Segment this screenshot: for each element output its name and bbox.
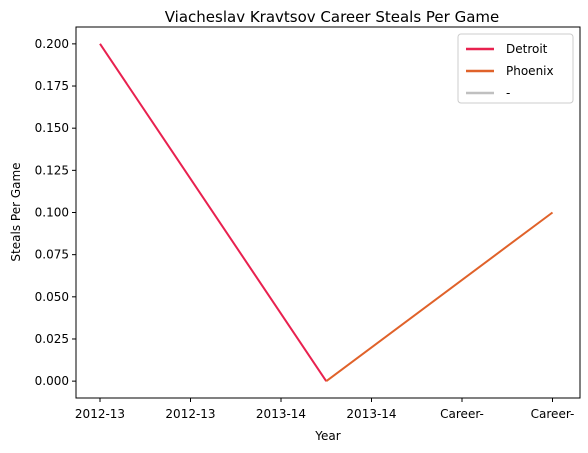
x-axis-label: Year bbox=[314, 429, 340, 443]
y-tick-label: 0.175 bbox=[35, 79, 69, 93]
x-tick-label: 2013-14 bbox=[256, 407, 306, 421]
y-axis: 0.000 0.025 0.050 0.075 0.100 0.125 0.150 0.175… bbox=[35, 37, 76, 388]
legend: Detroit Phoenix - bbox=[457, 33, 574, 104]
y-axis-label: Steals Per Game bbox=[9, 162, 23, 261]
y-tick-label: 0.025 bbox=[35, 332, 69, 346]
x-tick-label: 2013-14 bbox=[346, 407, 396, 421]
legend-label: Detroit bbox=[506, 42, 548, 56]
series-lines bbox=[99, 43, 554, 382]
x-tick-label: 2012-13 bbox=[165, 407, 215, 421]
y-tick-label: 0.100 bbox=[35, 206, 69, 220]
x-tick-label: Career- bbox=[531, 407, 575, 421]
y-tick-label: 0.050 bbox=[35, 290, 69, 304]
x-tick-label: Career- bbox=[440, 407, 484, 421]
series-line-detroit bbox=[99, 43, 328, 382]
plot-frame bbox=[75, 26, 581, 399]
x-tick-label: 2012-13 bbox=[75, 407, 125, 421]
x-axis: 2012-13 2012-13 2013-14 2013-14 Career- Caree… bbox=[75, 398, 574, 421]
y-tick-label: 0.075 bbox=[35, 248, 69, 262]
series-line-phoenix bbox=[325, 211, 554, 382]
chart-title: Viacheslav Kravtsov Career Steals Per Ga… bbox=[165, 8, 499, 26]
legend-box bbox=[457, 33, 574, 104]
y-tick-label: 0.000 bbox=[35, 374, 69, 388]
y-tick-label: 0.200 bbox=[35, 37, 69, 51]
legend-label: - bbox=[506, 86, 510, 100]
y-tick-label: 0.125 bbox=[35, 163, 69, 177]
legend-label: Phoenix bbox=[506, 64, 554, 78]
y-tick-label: 0.150 bbox=[35, 121, 69, 135]
